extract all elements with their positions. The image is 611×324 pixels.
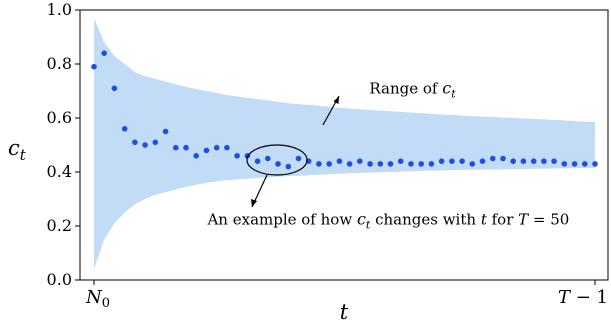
data-point	[152, 139, 159, 146]
data-point	[469, 161, 476, 167]
data-point	[91, 63, 97, 70]
data-point	[449, 158, 455, 164]
y-tick-label: 1.0	[47, 0, 72, 19]
data-point	[295, 155, 302, 162]
y-tick-label: 0.8	[47, 54, 72, 73]
data-point	[541, 158, 547, 164]
data-point	[530, 158, 537, 164]
range-band-layer	[94, 18, 595, 270]
x-tick-right-rest: − 1	[570, 287, 608, 308]
data-point	[490, 155, 496, 162]
data-point	[377, 161, 384, 167]
x-tick-label-left: N0	[85, 287, 110, 311]
data-point	[551, 158, 557, 164]
data-point	[397, 158, 404, 164]
data-point	[213, 144, 220, 151]
annotation-example: An example of how ct changes with t for …	[206, 210, 569, 232]
annotation-example-sub: t	[366, 219, 371, 232]
range-band	[94, 18, 595, 270]
data-point	[275, 161, 281, 167]
data-point	[500, 155, 506, 162]
data-point	[121, 126, 128, 132]
x-tick-right-main: T	[558, 287, 572, 308]
y-tick-label: 0.6	[47, 108, 72, 127]
data-point	[592, 161, 598, 167]
x-tick-left-main: N	[85, 287, 103, 308]
data-point	[459, 158, 465, 164]
annotation-example-ellipse	[246, 144, 308, 176]
data-point	[520, 158, 527, 164]
plot-frame	[79, 9, 609, 281]
data-point	[357, 158, 363, 164]
data-point	[183, 144, 189, 151]
data-point	[285, 163, 292, 170]
data-point	[224, 144, 230, 151]
data-point	[510, 158, 516, 164]
data-point	[254, 158, 261, 164]
y-tick-label: 0.4	[47, 162, 72, 181]
data-point	[173, 144, 179, 151]
data-point	[479, 158, 486, 164]
data-point	[265, 155, 271, 162]
annotation-example-text: An example of how	[206, 211, 356, 229]
y-tick-label: 0.0	[47, 270, 72, 289]
data-point	[346, 161, 353, 167]
data-point	[387, 161, 394, 167]
data-point	[336, 158, 343, 164]
data-point	[193, 153, 199, 159]
data-point	[418, 161, 425, 167]
data-point	[326, 161, 333, 167]
data-point	[408, 161, 414, 167]
annotation-example-arrowhead	[251, 199, 257, 207]
data-point	[162, 128, 169, 135]
y-axis-label: ct	[8, 136, 27, 164]
points-layer	[91, 50, 598, 170]
data-point	[316, 161, 322, 167]
data-point	[203, 147, 210, 154]
data-point	[142, 142, 148, 148]
data-point	[571, 161, 578, 167]
y-ticks: 0.0 0.2 0.4 0.6 0.8 1.0	[47, 0, 80, 289]
annotation-example-var3: T	[518, 211, 529, 229]
data-point	[428, 161, 435, 167]
data-point	[561, 161, 568, 167]
annotation-range-var: c	[442, 79, 451, 98]
annotation-range-arrowhead	[333, 96, 339, 104]
data-point	[132, 139, 138, 146]
data-point	[101, 50, 107, 56]
data-point	[582, 161, 588, 167]
data-point	[367, 161, 373, 167]
x-tick-label-right: T − 1	[558, 287, 608, 308]
y-axis-label-sub: t	[20, 146, 27, 164]
annotation-example-rest: changes with	[370, 211, 480, 229]
y-axis-label-main: c	[8, 136, 20, 160]
annotation-example-rest3: = 50	[528, 211, 569, 229]
annotation-example-rest2: for	[487, 211, 518, 229]
annotation-range: Range of ct	[369, 79, 456, 101]
annotation-example-var2: t	[481, 211, 488, 229]
data-point	[438, 158, 445, 164]
x-axis-label: t	[340, 300, 349, 324]
annotation-range-sub: t	[451, 88, 456, 101]
x-tick-left-sub: 0	[102, 296, 110, 311]
annotation-range-text: Range of	[369, 80, 442, 98]
y-tick-label: 0.2	[47, 216, 72, 235]
data-point	[111, 85, 118, 92]
annotation-example-var: c	[357, 210, 366, 229]
data-point	[234, 153, 240, 159]
